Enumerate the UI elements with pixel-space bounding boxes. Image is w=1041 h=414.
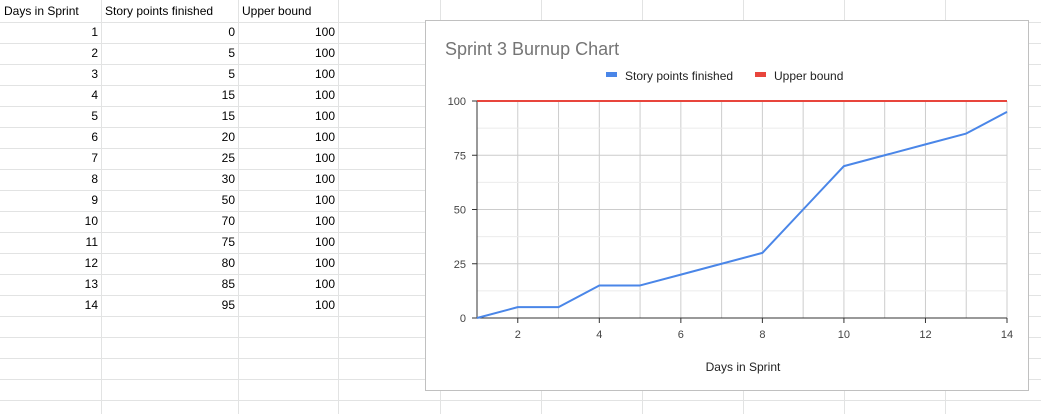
cell-upper-bound[interactable]: 100 — [314, 214, 335, 228]
cell-story-points[interactable]: 30 — [221, 172, 235, 186]
cell-upper-bound[interactable]: 100 — [314, 25, 335, 39]
x-tick-label: 6 — [678, 329, 684, 341]
header-upper-bound[interactable]: Upper bound — [242, 4, 312, 18]
cell-upper-bound[interactable]: 100 — [314, 151, 335, 165]
legend-swatch-story-points — [606, 72, 617, 77]
cell-day[interactable]: 6 — [91, 130, 98, 144]
cell-day[interactable]: 5 — [91, 109, 98, 123]
x-axis-title: Days in Sprint — [706, 360, 781, 374]
cell-upper-bound[interactable]: 100 — [314, 193, 335, 207]
y-tick-label: 50 — [454, 205, 466, 217]
cell-day[interactable]: 1 — [91, 25, 98, 39]
cell-upper-bound[interactable]: 100 — [314, 109, 335, 123]
cell-upper-bound[interactable]: 100 — [314, 172, 335, 186]
cell-story-points[interactable]: 85 — [221, 277, 235, 291]
cell-day[interactable]: 4 — [91, 88, 98, 102]
y-tick-label: 100 — [448, 96, 466, 108]
cell-upper-bound[interactable]: 100 — [314, 88, 335, 102]
cell-story-points[interactable]: 5 — [228, 67, 235, 81]
burnup-chart[interactable]: Sprint 3 Burnup Chart 2 4 6 8 10 12 14 0 25 50 75 1… — [425, 20, 1029, 391]
cell-day[interactable]: 8 — [91, 172, 98, 186]
cell-day[interactable]: 14 — [84, 298, 98, 312]
y-tick-label: 25 — [454, 259, 466, 271]
legend-swatch-upper-bound — [755, 72, 766, 77]
x-tick-label: 4 — [596, 329, 602, 341]
cell-day[interactable]: 11 — [85, 235, 98, 249]
column-gridline — [238, 0, 239, 414]
cell-upper-bound[interactable]: 100 — [314, 277, 335, 291]
cell-story-points[interactable]: 15 — [221, 88, 235, 102]
header-story-points-finished[interactable]: Story points finished — [105, 4, 214, 18]
legend-label-story-points: Story points finished — [625, 69, 733, 83]
cell-story-points[interactable]: 15 — [221, 109, 235, 123]
story-points-line — [476, 110, 1008, 319]
cell-upper-bound[interactable]: 100 — [314, 235, 335, 249]
cell-upper-bound[interactable]: 100 — [314, 298, 335, 312]
cell-upper-bound[interactable]: 100 — [314, 46, 335, 60]
cell-day[interactable]: 12 — [84, 256, 98, 270]
column-gridline — [338, 0, 339, 414]
x-tick-label: 14 — [1001, 329, 1013, 341]
cell-story-points[interactable]: 5 — [228, 46, 235, 60]
cell-day[interactable]: 7 — [91, 151, 98, 165]
column-gridline — [101, 0, 102, 414]
cell-story-points[interactable]: 0 — [228, 25, 235, 39]
cell-story-points[interactable]: 25 — [221, 151, 235, 165]
cell-story-points[interactable]: 20 — [221, 130, 235, 144]
cell-upper-bound[interactable]: 100 — [314, 256, 335, 270]
cell-day[interactable]: 3 — [91, 67, 98, 81]
header-days-in-sprint[interactable]: Days in Sprint — [4, 4, 79, 18]
row-gridline — [0, 400, 1041, 401]
cell-day[interactable]: 2 — [91, 46, 98, 60]
cell-upper-bound[interactable]: 100 — [314, 130, 335, 144]
cell-story-points[interactable]: 50 — [221, 193, 235, 207]
x-tick-label: 2 — [515, 329, 521, 341]
cell-day[interactable]: 9 — [91, 193, 98, 207]
x-tick-label: 10 — [838, 329, 850, 341]
legend-label-upper-bound: Upper bound — [774, 69, 843, 83]
cell-story-points[interactable]: 75 — [221, 235, 235, 249]
cell-day[interactable]: 10 — [84, 214, 98, 228]
cell-day[interactable]: 13 — [84, 277, 98, 291]
cell-story-points[interactable]: 70 — [221, 214, 235, 228]
cell-upper-bound[interactable]: 100 — [314, 67, 335, 81]
cell-story-points[interactable]: 95 — [221, 298, 235, 312]
x-tick-label: 8 — [759, 329, 765, 341]
cell-story-points[interactable]: 80 — [221, 256, 235, 270]
chart-canvas: Sprint 3 Burnup Chart 2 4 6 8 10 12 14 0 25 50 75 1… — [445, 39, 1013, 374]
y-tick-label: 75 — [454, 150, 466, 162]
y-tick-label: 0 — [460, 313, 466, 325]
x-tick-label: 12 — [919, 329, 931, 341]
chart-title: Sprint 3 Burnup Chart — [445, 39, 619, 59]
